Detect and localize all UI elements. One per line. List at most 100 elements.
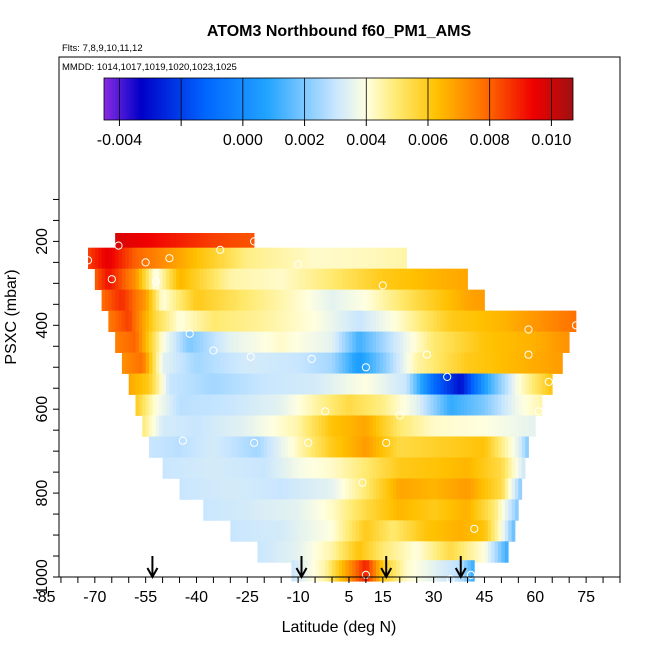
curtain-cell	[518, 310, 523, 332]
curtain-cell	[389, 373, 394, 395]
curtain-cell	[369, 394, 374, 416]
curtain-cell	[392, 457, 397, 479]
curtain-cell	[142, 394, 147, 416]
curtain-cell	[267, 541, 272, 563]
curtain-cell	[213, 268, 218, 291]
curtain-cell	[94, 247, 99, 270]
curtain-cell	[464, 520, 468, 542]
curtain-cell	[511, 310, 516, 332]
curtain-cell	[149, 268, 153, 291]
curtain-cell	[271, 247, 275, 270]
curtain-cell	[467, 499, 472, 521]
curtain-cell	[169, 331, 174, 353]
curtain-cell	[443, 436, 448, 458]
curtain-cell	[440, 394, 445, 416]
curtain-cell	[189, 415, 194, 437]
curtain-cell	[447, 520, 451, 542]
curtain-cell	[467, 541, 472, 563]
curtain-cell	[243, 310, 248, 332]
curtain-cell	[176, 457, 180, 479]
curtain-cell	[281, 373, 285, 395]
curtain-cell	[298, 289, 302, 312]
curtain-cell	[403, 268, 407, 291]
curtain-cell	[531, 373, 536, 395]
curtain-cell	[277, 352, 282, 374]
colorbar-tick-label: 0.004	[346, 132, 386, 149]
curtain-cell	[271, 352, 275, 374]
curtain-cell	[155, 331, 160, 353]
curtain-cell	[464, 373, 468, 395]
curtain-cell	[348, 520, 353, 542]
curtain-cell	[521, 457, 526, 479]
curtain-cell	[335, 310, 340, 332]
curtain-cell	[243, 233, 248, 255]
curtain-cell	[382, 560, 387, 582]
curtain-cell	[464, 541, 468, 563]
curtain-cell	[342, 436, 346, 458]
curtain-cell	[562, 331, 567, 353]
curtain-cell	[508, 415, 512, 437]
curtain-cell	[386, 247, 390, 270]
curtain-cell	[206, 352, 211, 374]
curtain-cell	[379, 415, 384, 437]
curtain-cell	[189, 233, 194, 255]
curtain-cell	[464, 499, 468, 521]
curtain-cell	[396, 520, 401, 542]
curtain-cell	[179, 247, 184, 270]
curtain-cell	[311, 331, 316, 353]
curtain-cell	[321, 560, 326, 582]
curtain-cell	[491, 310, 496, 332]
curtain-cell	[514, 310, 519, 332]
curtain-cell	[420, 499, 424, 521]
curtain-cell	[216, 394, 221, 416]
curtain-cell	[437, 331, 441, 353]
curtain-cell	[267, 499, 272, 521]
curtain-cell	[315, 520, 319, 542]
curtain-cell	[287, 289, 292, 312]
curtain-cell	[342, 560, 346, 582]
curtain-cell	[508, 352, 512, 374]
curtain-cell	[277, 457, 282, 479]
curtain-cell	[223, 247, 228, 270]
curtain-cell	[247, 457, 252, 479]
curtain-cell	[304, 457, 309, 479]
curtain-cell	[433, 268, 438, 291]
curtain-cell	[453, 457, 458, 479]
curtain-cell	[389, 247, 394, 270]
curtain-cell	[311, 268, 316, 291]
curtain-cell	[182, 247, 187, 270]
curtain-cell	[382, 289, 387, 312]
curtain-cell	[298, 352, 302, 374]
curtain-cell	[226, 247, 231, 270]
curtain-cell	[467, 310, 472, 332]
curtain-cell	[491, 394, 496, 416]
curtain-cell	[369, 436, 374, 458]
curtain-cell	[514, 499, 519, 521]
curtain-cell	[548, 373, 553, 395]
curtain-cell	[186, 415, 191, 437]
curtain-cell	[226, 394, 231, 416]
curtain-cell	[206, 415, 211, 437]
curtain-cell	[399, 560, 404, 582]
curtain-cell	[559, 352, 563, 374]
curtain-cell	[254, 520, 258, 542]
curtain-cell	[379, 352, 384, 374]
curtain-cell	[467, 352, 472, 374]
curtain-cell	[355, 373, 360, 395]
curtain-cell	[365, 268, 370, 291]
curtain-cell	[189, 247, 194, 270]
curtain-cell	[332, 478, 336, 500]
curtain-cell	[555, 331, 560, 353]
curtain-cell	[352, 415, 357, 437]
curtain-cell	[152, 352, 157, 374]
curtain-cell	[315, 352, 319, 374]
curtain-cell	[487, 331, 492, 353]
curtain-cell	[108, 289, 113, 312]
x-tick-label: -55	[134, 589, 157, 606]
colorbar-tick-label: 0.006	[408, 132, 448, 149]
curtain-cell	[267, 457, 272, 479]
curtain-cell	[359, 478, 363, 500]
curtain-cell	[321, 415, 326, 437]
curtain-cell	[237, 352, 241, 374]
curtain-cell	[443, 289, 448, 312]
